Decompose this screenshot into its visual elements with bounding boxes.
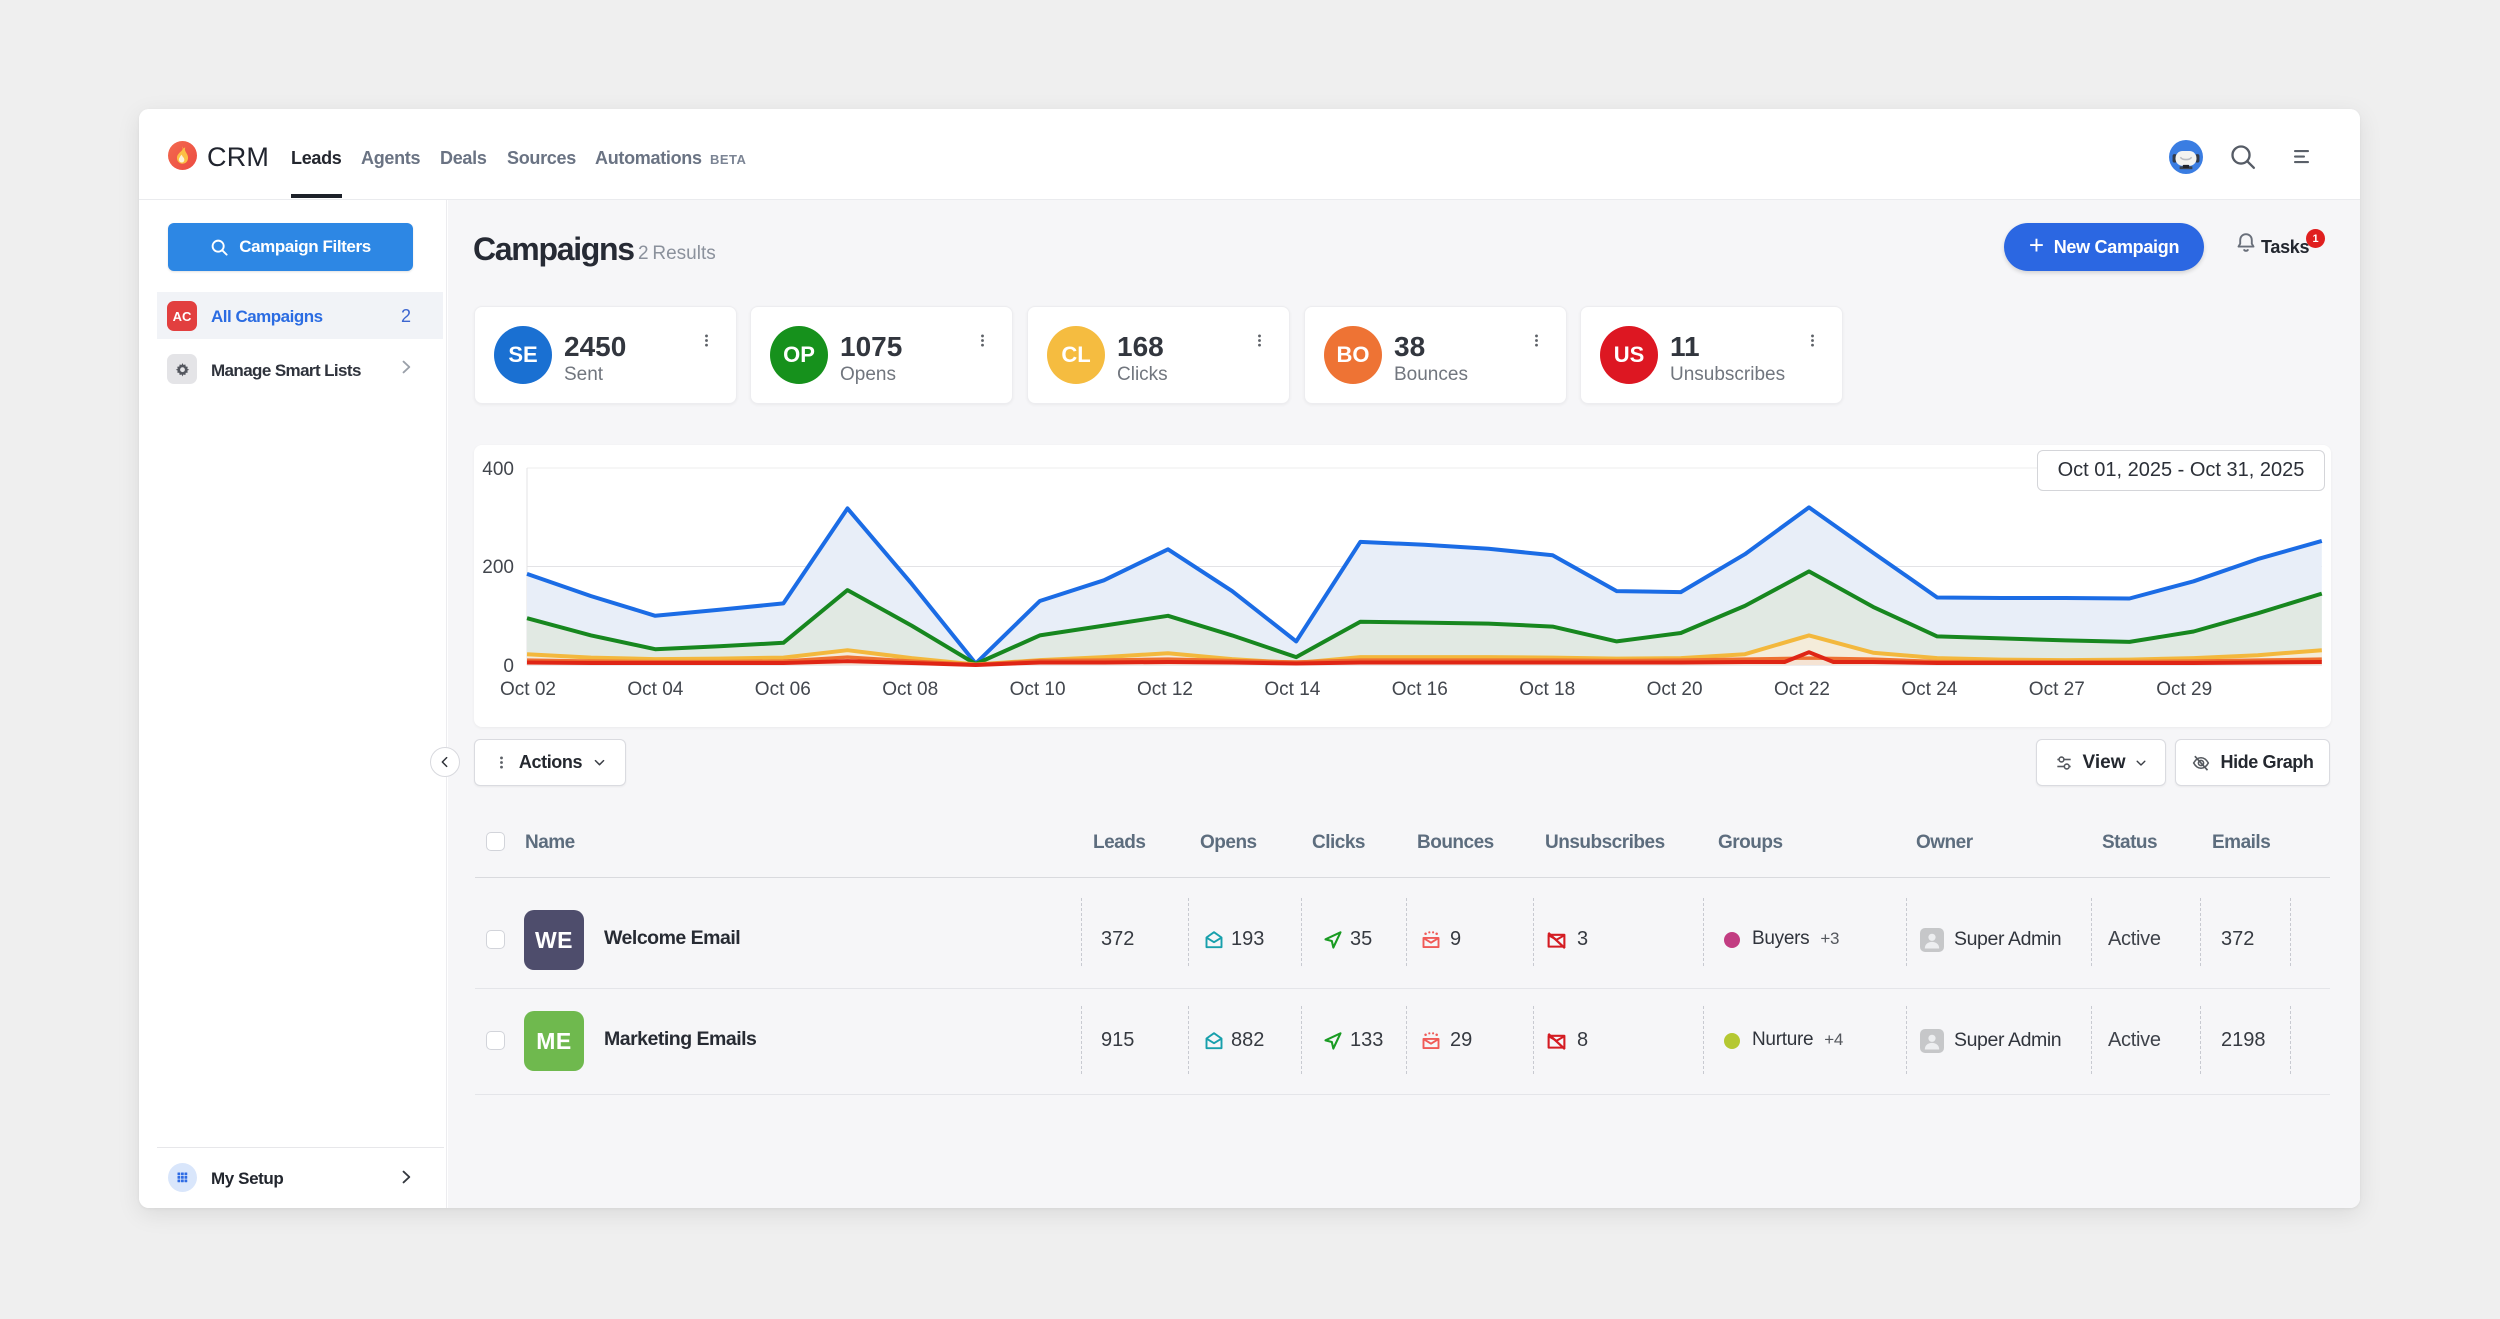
svg-text:0: 0	[503, 656, 514, 677]
svg-text:400: 400	[482, 459, 514, 480]
svg-text:Oct 27: Oct 27	[2029, 679, 2085, 700]
svg-text:Oct 04: Oct 04	[627, 679, 683, 700]
svg-text:Oct 02: Oct 02	[500, 679, 556, 700]
svg-text:Oct 20: Oct 20	[1647, 679, 1703, 700]
svg-text:Oct 16: Oct 16	[1392, 679, 1448, 700]
svg-text:Oct 22: Oct 22	[1774, 679, 1830, 700]
svg-text:Oct 06: Oct 06	[755, 679, 811, 700]
svg-text:Oct 29: Oct 29	[2156, 679, 2212, 700]
svg-text:Oct 10: Oct 10	[1010, 679, 1066, 700]
svg-text:Oct 24: Oct 24	[1901, 679, 1957, 700]
svg-text:Oct 08: Oct 08	[882, 679, 938, 700]
svg-text:200: 200	[482, 557, 514, 578]
svg-text:Oct 18: Oct 18	[1519, 679, 1575, 700]
svg-text:Oct 12: Oct 12	[1137, 679, 1193, 700]
svg-text:Oct 14: Oct 14	[1264, 679, 1320, 700]
